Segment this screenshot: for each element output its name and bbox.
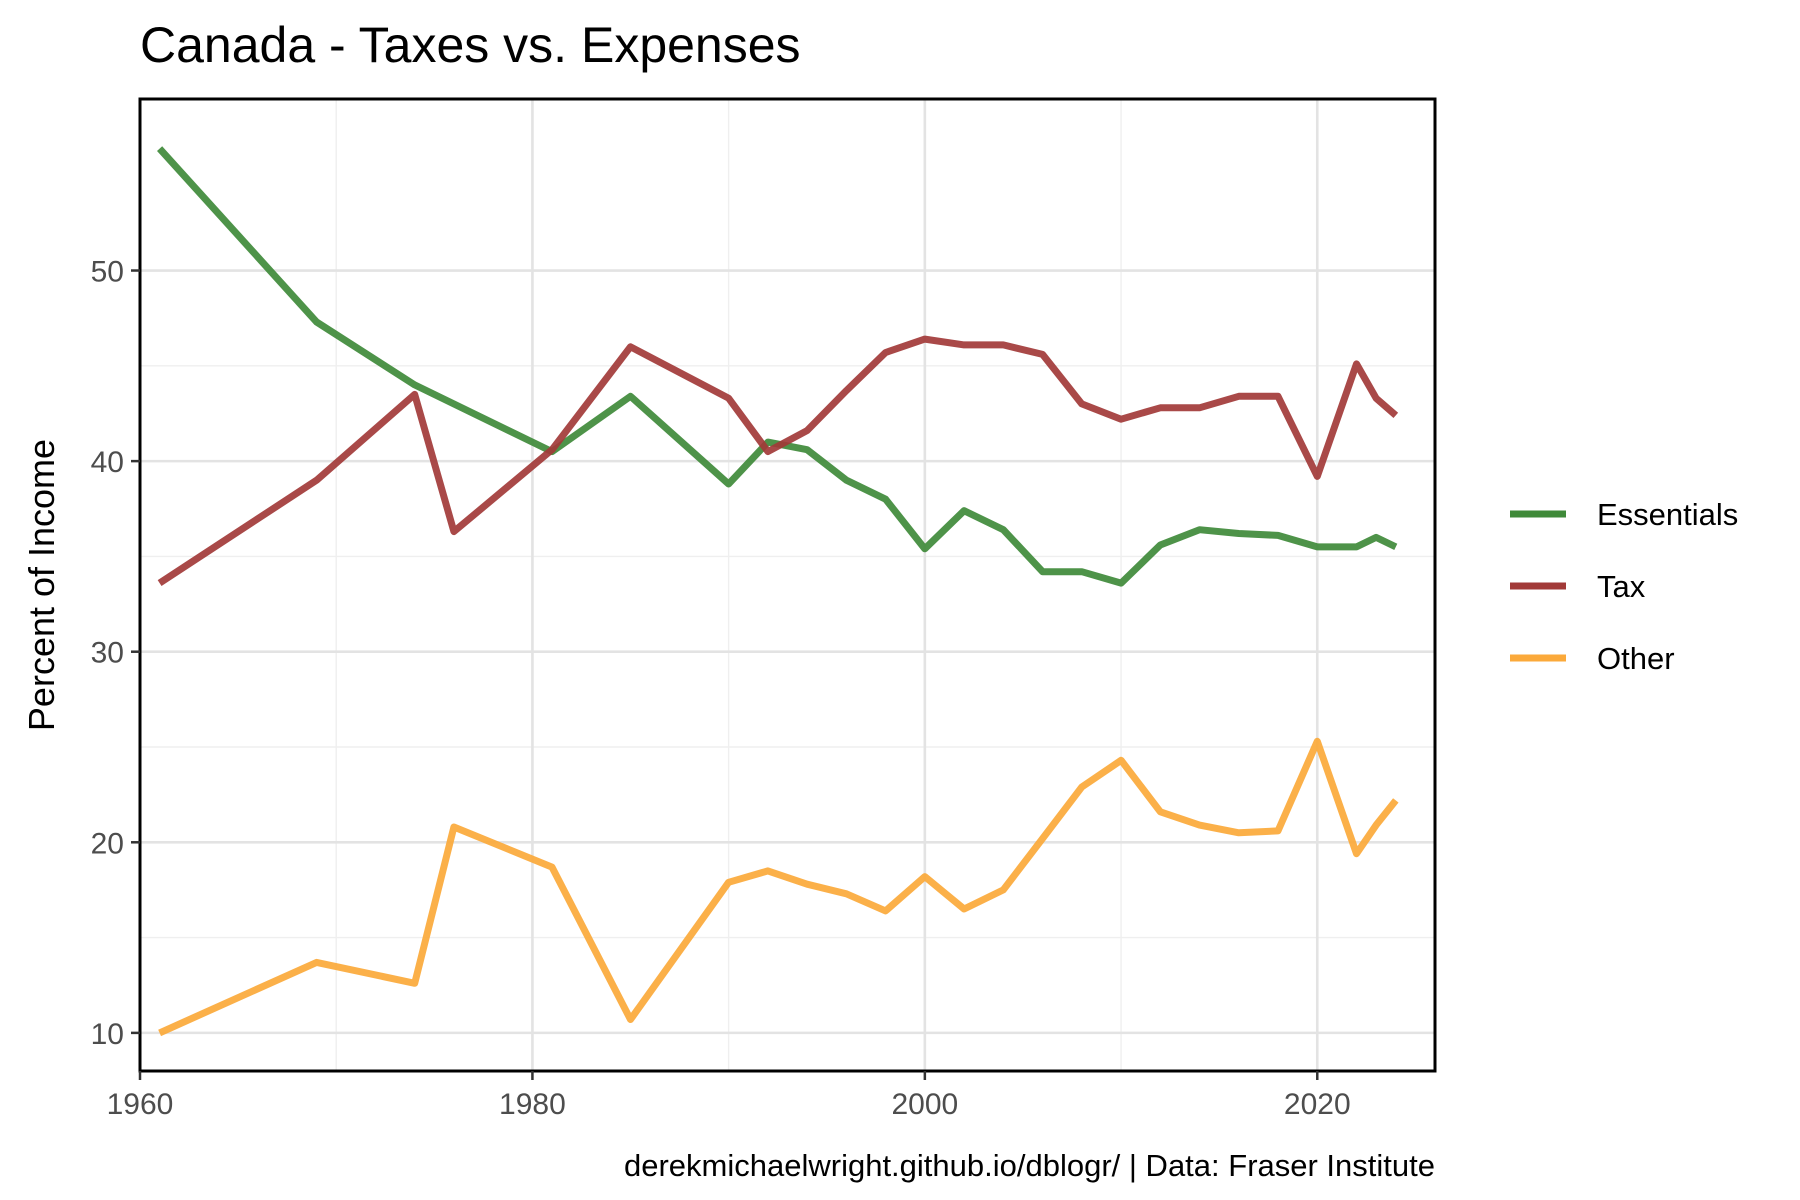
x-axis: 1960 1980 2000 2020 (107, 1071, 1351, 1121)
grid (138, 99, 1435, 1071)
chart-title: Canada - Taxes vs. Expenses (140, 17, 801, 73)
legend: Essentials Tax Other (1510, 497, 1738, 676)
chart-caption: derekmichaelwright.github.io/dblogr/ | D… (624, 1148, 1435, 1183)
x-tick-label: 1960 (107, 1088, 174, 1121)
y-tick-label: 20 (91, 827, 124, 860)
y-tick-label: 30 (91, 637, 124, 670)
legend-label-tax: Tax (1597, 569, 1646, 604)
legend-label-other: Other (1597, 641, 1675, 676)
y-axis: 10 20 30 40 50 (91, 256, 140, 1051)
x-tick-label: 2000 (891, 1088, 958, 1121)
y-tick-label: 10 (91, 1018, 124, 1051)
series-lines (157, 146, 1399, 1037)
legend-label-essentials: Essentials (1597, 497, 1738, 532)
series-line-essentials (157, 146, 1398, 587)
x-tick-label: 2020 (1284, 1088, 1351, 1121)
plot-panel-border (138, 97, 1437, 1073)
y-tick-label: 50 (91, 256, 124, 289)
x-tick-label: 1980 (499, 1088, 566, 1121)
y-axis-label: Percent of Income (21, 439, 62, 731)
series-line-tax (157, 335, 1399, 587)
y-tick-label: 40 (91, 446, 124, 479)
series-line-other (158, 737, 1399, 1037)
